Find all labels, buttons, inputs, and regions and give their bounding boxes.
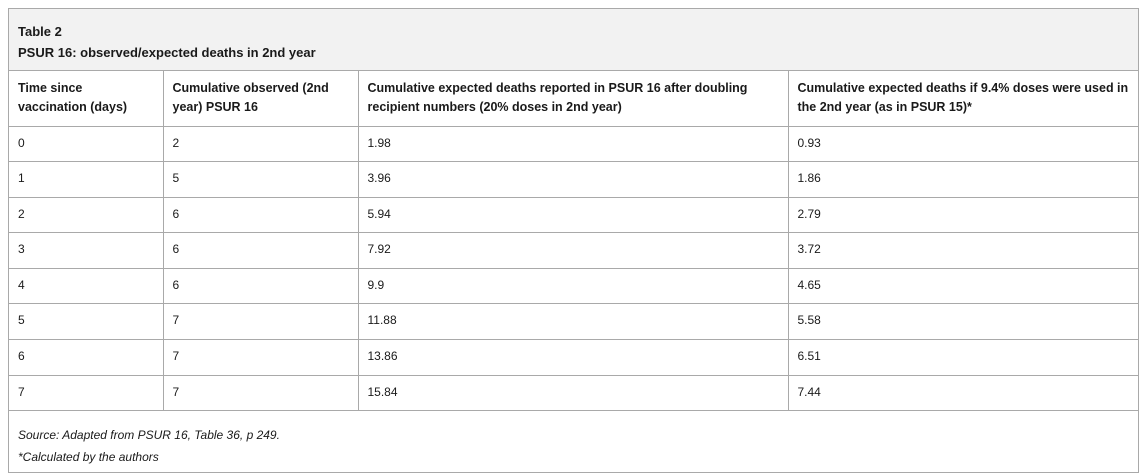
cell-expected-9-4: 3.72	[788, 232, 1138, 269]
table-row: 6 7 13.86 6.51	[9, 339, 1138, 376]
cell-observed: 7	[163, 375, 359, 412]
cell-days: 3	[9, 232, 164, 269]
cell-days: 4	[9, 268, 164, 305]
cell-expected-doubled: 13.86	[358, 339, 789, 376]
header-expected-9-4-percent: Cumulative expected deaths if 9.4% doses…	[788, 71, 1138, 127]
cell-expected-9-4: 6.51	[788, 339, 1138, 376]
source-note: Source: Adapted from PSUR 16, Table 36, …	[18, 428, 280, 443]
header-expected-doubled: Cumulative expected deaths reported in P…	[358, 71, 789, 127]
cell-expected-9-4: 5.58	[788, 303, 1138, 341]
cell-expected-9-4: 1.86	[788, 161, 1138, 198]
cell-observed: 6	[163, 232, 359, 269]
cell-days: 0	[9, 126, 164, 163]
cell-days: 2	[9, 197, 164, 234]
cell-expected-doubled: 3.96	[358, 161, 789, 198]
cell-observed: 7	[163, 303, 359, 341]
table-row: 2 6 5.94 2.79	[9, 197, 1138, 234]
cell-expected-doubled: 7.92	[358, 232, 789, 269]
cell-observed: 7	[163, 339, 359, 376]
cell-expected-9-4: 0.93	[788, 126, 1138, 163]
cell-expected-doubled: 1.98	[358, 126, 789, 163]
table-row: 3 6 7.92 3.72	[9, 232, 1138, 269]
cell-observed: 6	[163, 268, 359, 305]
header-time-since-vaccination: Time since vaccination (days)	[9, 71, 164, 127]
cell-days: 6	[9, 339, 164, 376]
cell-expected-doubled: 11.88	[358, 303, 789, 341]
table-row: 1 5 3.96 1.86	[9, 161, 1138, 198]
table-row: 5 7 11.88 5.58	[9, 303, 1138, 341]
header-row: Time since vaccination (days) Cumulative…	[9, 71, 1138, 127]
cell-expected-doubled: 15.84	[358, 375, 789, 412]
cell-expected-doubled: 5.94	[358, 197, 789, 234]
cell-days: 5	[9, 303, 164, 341]
data-table: Time since vaccination (days) Cumulative…	[9, 71, 1138, 412]
table-row: 4 6 9.9 4.65	[9, 268, 1138, 305]
cell-days: 7	[9, 375, 164, 412]
cell-observed: 2	[163, 126, 359, 163]
table-footer: Source: Adapted from PSUR 16, Table 36, …	[9, 411, 1138, 465]
cell-observed: 6	[163, 197, 359, 234]
authors-note: *Calculated by the authors	[18, 450, 159, 465]
cell-days: 1	[9, 161, 164, 198]
cell-observed: 5	[163, 161, 359, 198]
cell-expected-9-4: 7.44	[788, 375, 1138, 412]
table-container: Table 2 PSUR 16: observed/expected death…	[8, 8, 1139, 473]
table-label: Table 2	[18, 24, 62, 39]
cell-expected-9-4: 2.79	[788, 197, 1138, 234]
cell-expected-doubled: 9.9	[358, 268, 789, 305]
table-title: PSUR 16: observed/expected deaths in 2nd…	[18, 45, 316, 60]
header-cumulative-observed: Cumulative observed (2nd year) PSUR 16	[163, 71, 359, 127]
table-row: 7 7 15.84 7.44	[9, 375, 1138, 412]
table-row: 0 2 1.98 0.93	[9, 126, 1138, 163]
cell-expected-9-4: 4.65	[788, 268, 1138, 305]
table-caption: Table 2 PSUR 16: observed/expected death…	[9, 9, 1138, 71]
